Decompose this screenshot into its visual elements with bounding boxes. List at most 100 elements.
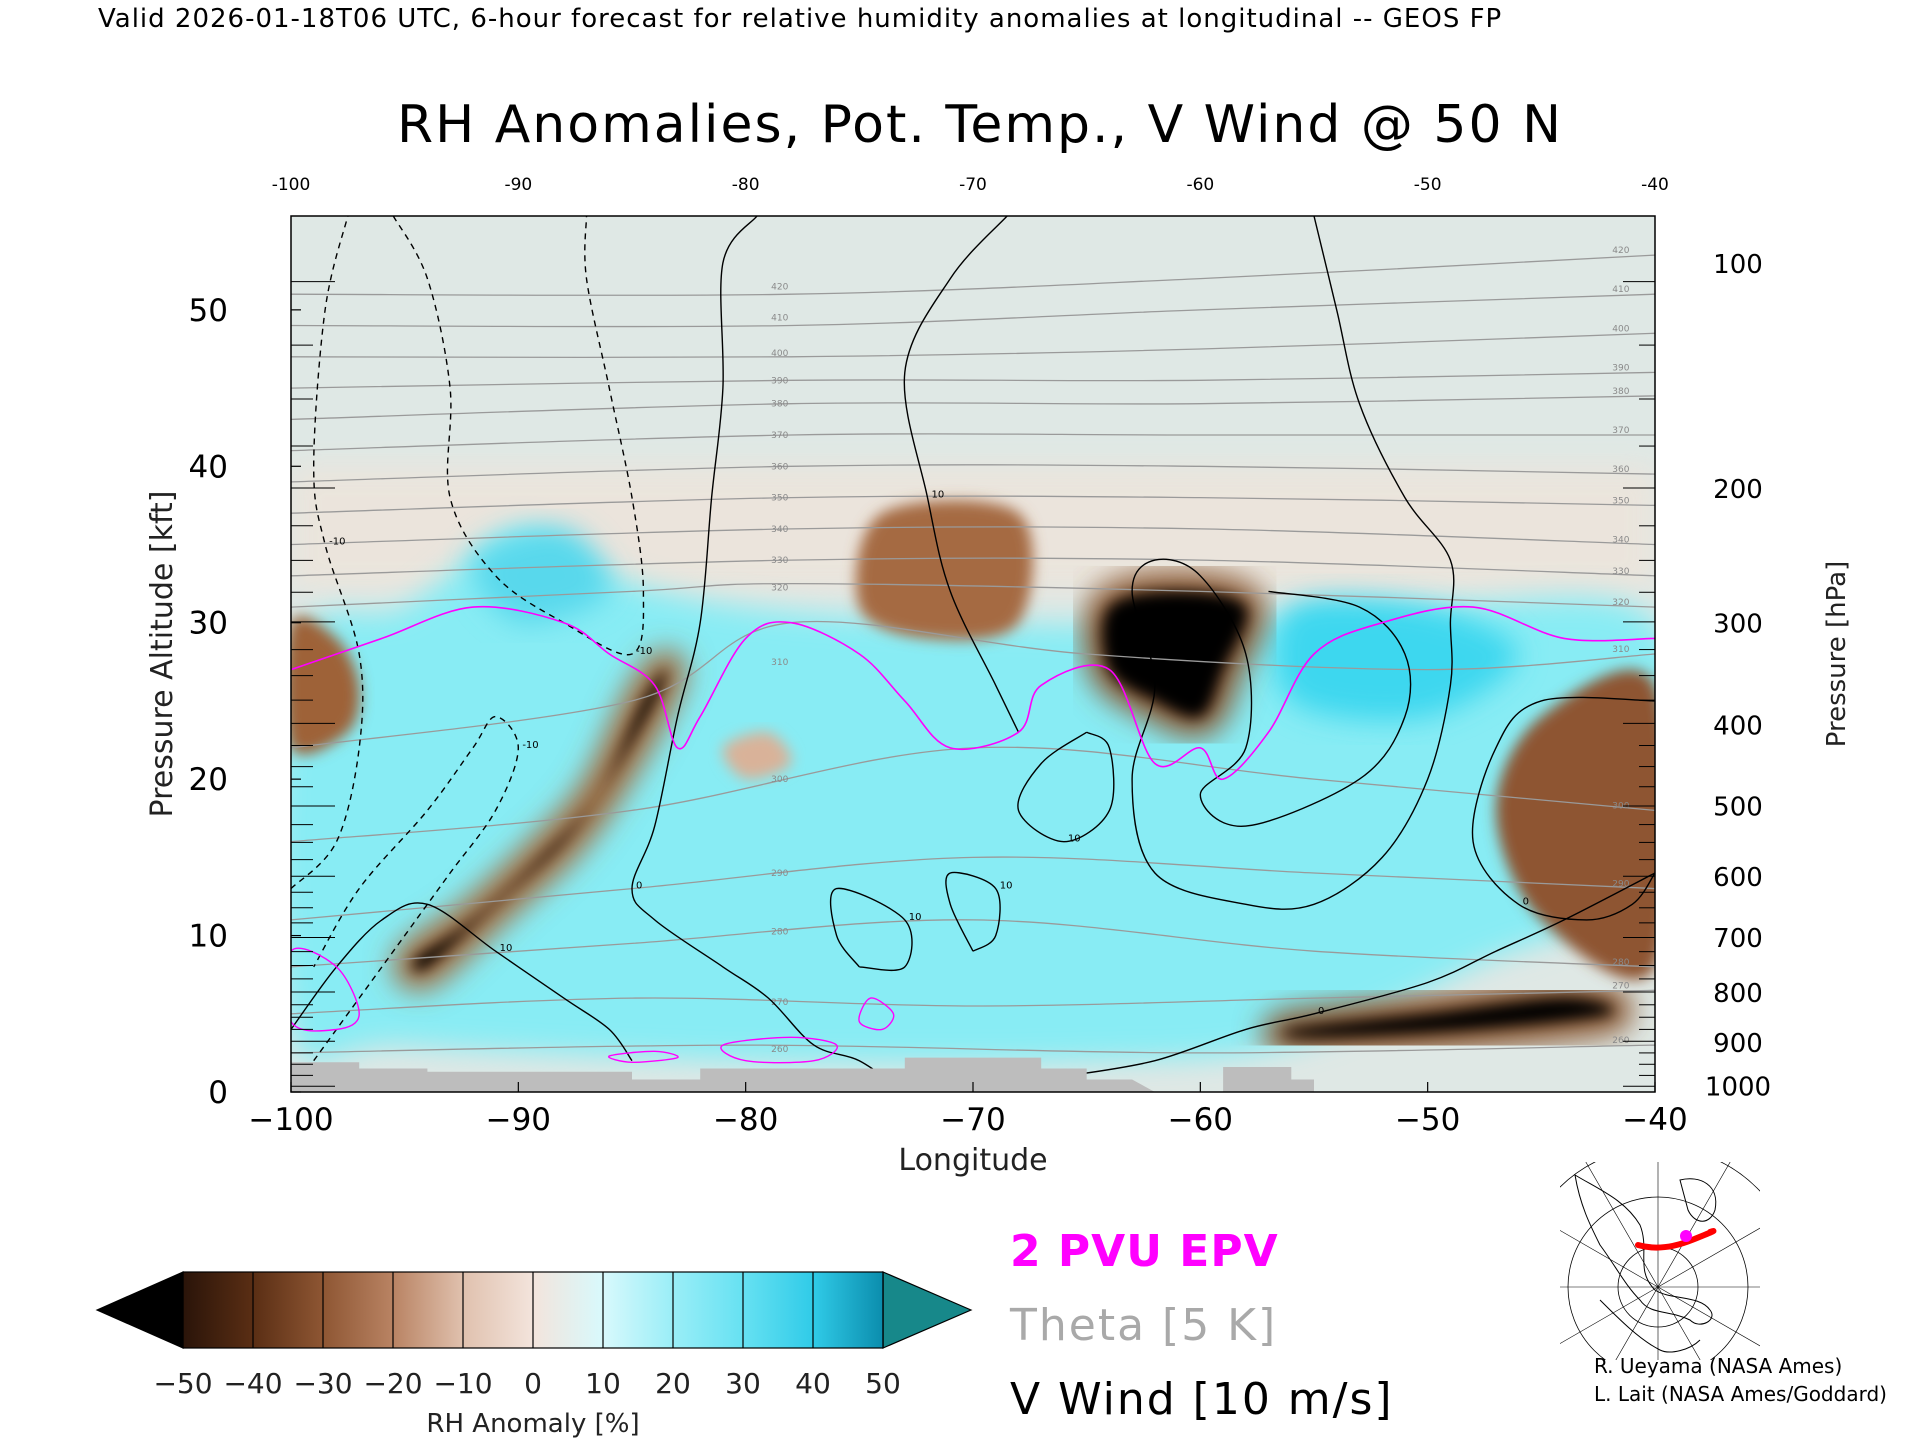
theta-label-300: 300 (771, 775, 788, 785)
terrain (291, 1057, 1655, 1092)
vwind-contour-7 (1063, 872, 1655, 1078)
vwind-contour-10 (313, 715, 520, 1062)
theta-line-400 (291, 332, 1655, 359)
theta-line-370 (291, 433, 1655, 452)
theta-label-right-340: 340 (1612, 536, 1629, 546)
vwind-contour-2 (1131, 216, 1455, 910)
vwind-contour-0 (631, 216, 906, 1092)
vwind-contour-1 (903, 216, 1020, 733)
top-tick-label: -50 (1414, 175, 1442, 195)
colorbar-tick-label: −10 (433, 1367, 492, 1400)
colorbar-tick-label: −20 (363, 1367, 422, 1400)
x-tick-label: −60 (1168, 1102, 1233, 1138)
vwind-label-9: -10 (329, 537, 345, 548)
pressure-tick-label: 400 (1713, 711, 1763, 741)
rh-dry-upper-left (855, 500, 1033, 641)
colorbar-low-extend (95, 1271, 184, 1349)
theta-line-410 (291, 293, 1655, 328)
rh-moist-core-1 (471, 528, 611, 624)
inset-meridian (1560, 1286, 1659, 1344)
theta-label-right-360: 360 (1612, 465, 1629, 475)
theta-label-right-420: 420 (1612, 246, 1629, 256)
x-tick-label: −80 (713, 1102, 778, 1138)
vwind-contours: 0 10 10 10 10 10 0 0 -10 -10 -10 10 (291, 216, 1655, 1092)
top-tick-label: -60 (1186, 175, 1214, 195)
terrain-fill (291, 1057, 1655, 1092)
epv-line (291, 605, 1655, 780)
vwind-label-0: 0 (636, 881, 642, 892)
pressure-tick-label: 700 (1713, 924, 1763, 954)
theta-label-260: 260 (771, 1045, 788, 1055)
pressure-tick-label: 1000 (1705, 1073, 1771, 1103)
vwind-contour-4 (945, 871, 1001, 952)
theta-label-410: 410 (771, 314, 788, 324)
x-tick-label: −40 (1622, 1102, 1687, 1138)
vwind-label-11: 10 (500, 943, 513, 954)
legend-wind: V Wind [10 m/s] (1010, 1374, 1394, 1425)
colorbar-tick-label: −50 (153, 1367, 212, 1400)
inset-landmass (1679, 1178, 1717, 1222)
theta-label-right-390: 390 (1612, 363, 1629, 373)
rh-dry-pocket (722, 731, 792, 780)
credit-line-2: L. Lait (NASA Ames/Goddard) (1594, 1382, 1887, 1406)
theta-line-320 (291, 582, 1655, 608)
pressure-tick-label: 900 (1713, 1029, 1763, 1059)
theta-label-right-350: 350 (1612, 496, 1629, 506)
epv-loop-0 (291, 947, 360, 1032)
inset-track (1635, 1228, 1717, 1251)
pressure-tick-label: 300 (1713, 610, 1763, 640)
x-tick-label: −90 (486, 1102, 551, 1138)
x-axis-label: Longitude (898, 1143, 1047, 1178)
pressure-tick-label: 600 (1713, 863, 1763, 893)
plot-area: 260 260 270 270 280 280 290 290 300 300 310 310 320 3… (291, 216, 1655, 1092)
y-axis-label-right: Pressure [hPa] (1822, 561, 1852, 748)
rh-dry-right (1495, 669, 1655, 980)
theta-label-right-380: 380 (1612, 387, 1629, 397)
theta-label-right-310: 310 (1612, 645, 1629, 655)
chart-title: RH Anomalies, Pot. Temp., V Wind @ 50 N (396, 95, 1564, 155)
colorbar: −50 −40 −30 −20 −10 0 10 20 30 40 50 RH Anomaly [%] (95, 1271, 973, 1439)
inset-meridian (1657, 1162, 1731, 1288)
vwind-contour-8 (392, 216, 645, 656)
legend-epv: 2 PVU EPV (1010, 1226, 1279, 1277)
vwind-label-8: -10 (636, 646, 652, 657)
pressure-tick-label: 200 (1713, 475, 1763, 505)
epv-loop-1 (720, 1036, 839, 1064)
y-tick-label: 30 (189, 606, 228, 642)
colorbar-tick-label: 10 (585, 1367, 621, 1400)
inset-meridian (1585, 1162, 1659, 1288)
theta-label-310: 310 (771, 658, 788, 668)
inset-marker (1680, 1230, 1692, 1242)
epv-loop-2 (858, 997, 895, 1031)
theta-label-right-290: 290 (1612, 880, 1629, 890)
x-tick-label: −100 (248, 1102, 333, 1138)
vwind-contour-11 (291, 902, 633, 1062)
top-tick-label: -90 (504, 175, 532, 195)
theta-line-380 (291, 395, 1655, 421)
inset-meridian (1560, 1230, 1659, 1288)
theta-label-right-400: 400 (1612, 324, 1629, 334)
pressure-tick-label: 500 (1713, 793, 1763, 823)
theta-label-right-370: 370 (1612, 426, 1629, 436)
inset-map-group (1560, 1162, 1760, 1360)
colorbar-tick-label: 0 (524, 1367, 542, 1400)
epv-2pvu-contour (291, 605, 1655, 1064)
theta-label-right-270: 270 (1612, 981, 1629, 991)
theta-contours: 260 260 270 270 280 280 290 290 300 300 310 310 320 3… (291, 246, 1655, 1055)
theta-line-280 (291, 919, 1655, 968)
theta-line-310 (291, 620, 1655, 749)
x-tick-label: −70 (940, 1102, 1005, 1138)
colorbar-tick-label: 50 (865, 1367, 901, 1400)
axes: −100-100−90-90−80-80−70-70−60-60−50-50−4… (145, 175, 1852, 1178)
colorbar-label: RH Anomaly [%] (426, 1409, 639, 1439)
top-tick-label: -40 (1641, 175, 1669, 195)
vwind-label-10: -10 (522, 740, 538, 751)
credit-line-1: R. Ueyama (NASA Ames) (1594, 1354, 1843, 1378)
top-tick-label: -70 (959, 175, 987, 195)
colorbar-high-extend (882, 1271, 973, 1349)
theta-label-340: 340 (771, 525, 788, 535)
inset-landmass (1574, 1174, 1713, 1325)
vwind-contour-6 (1471, 696, 1655, 921)
theta-label-right-410: 410 (1612, 285, 1629, 295)
north-polar-map-icon (1560, 1162, 1760, 1360)
